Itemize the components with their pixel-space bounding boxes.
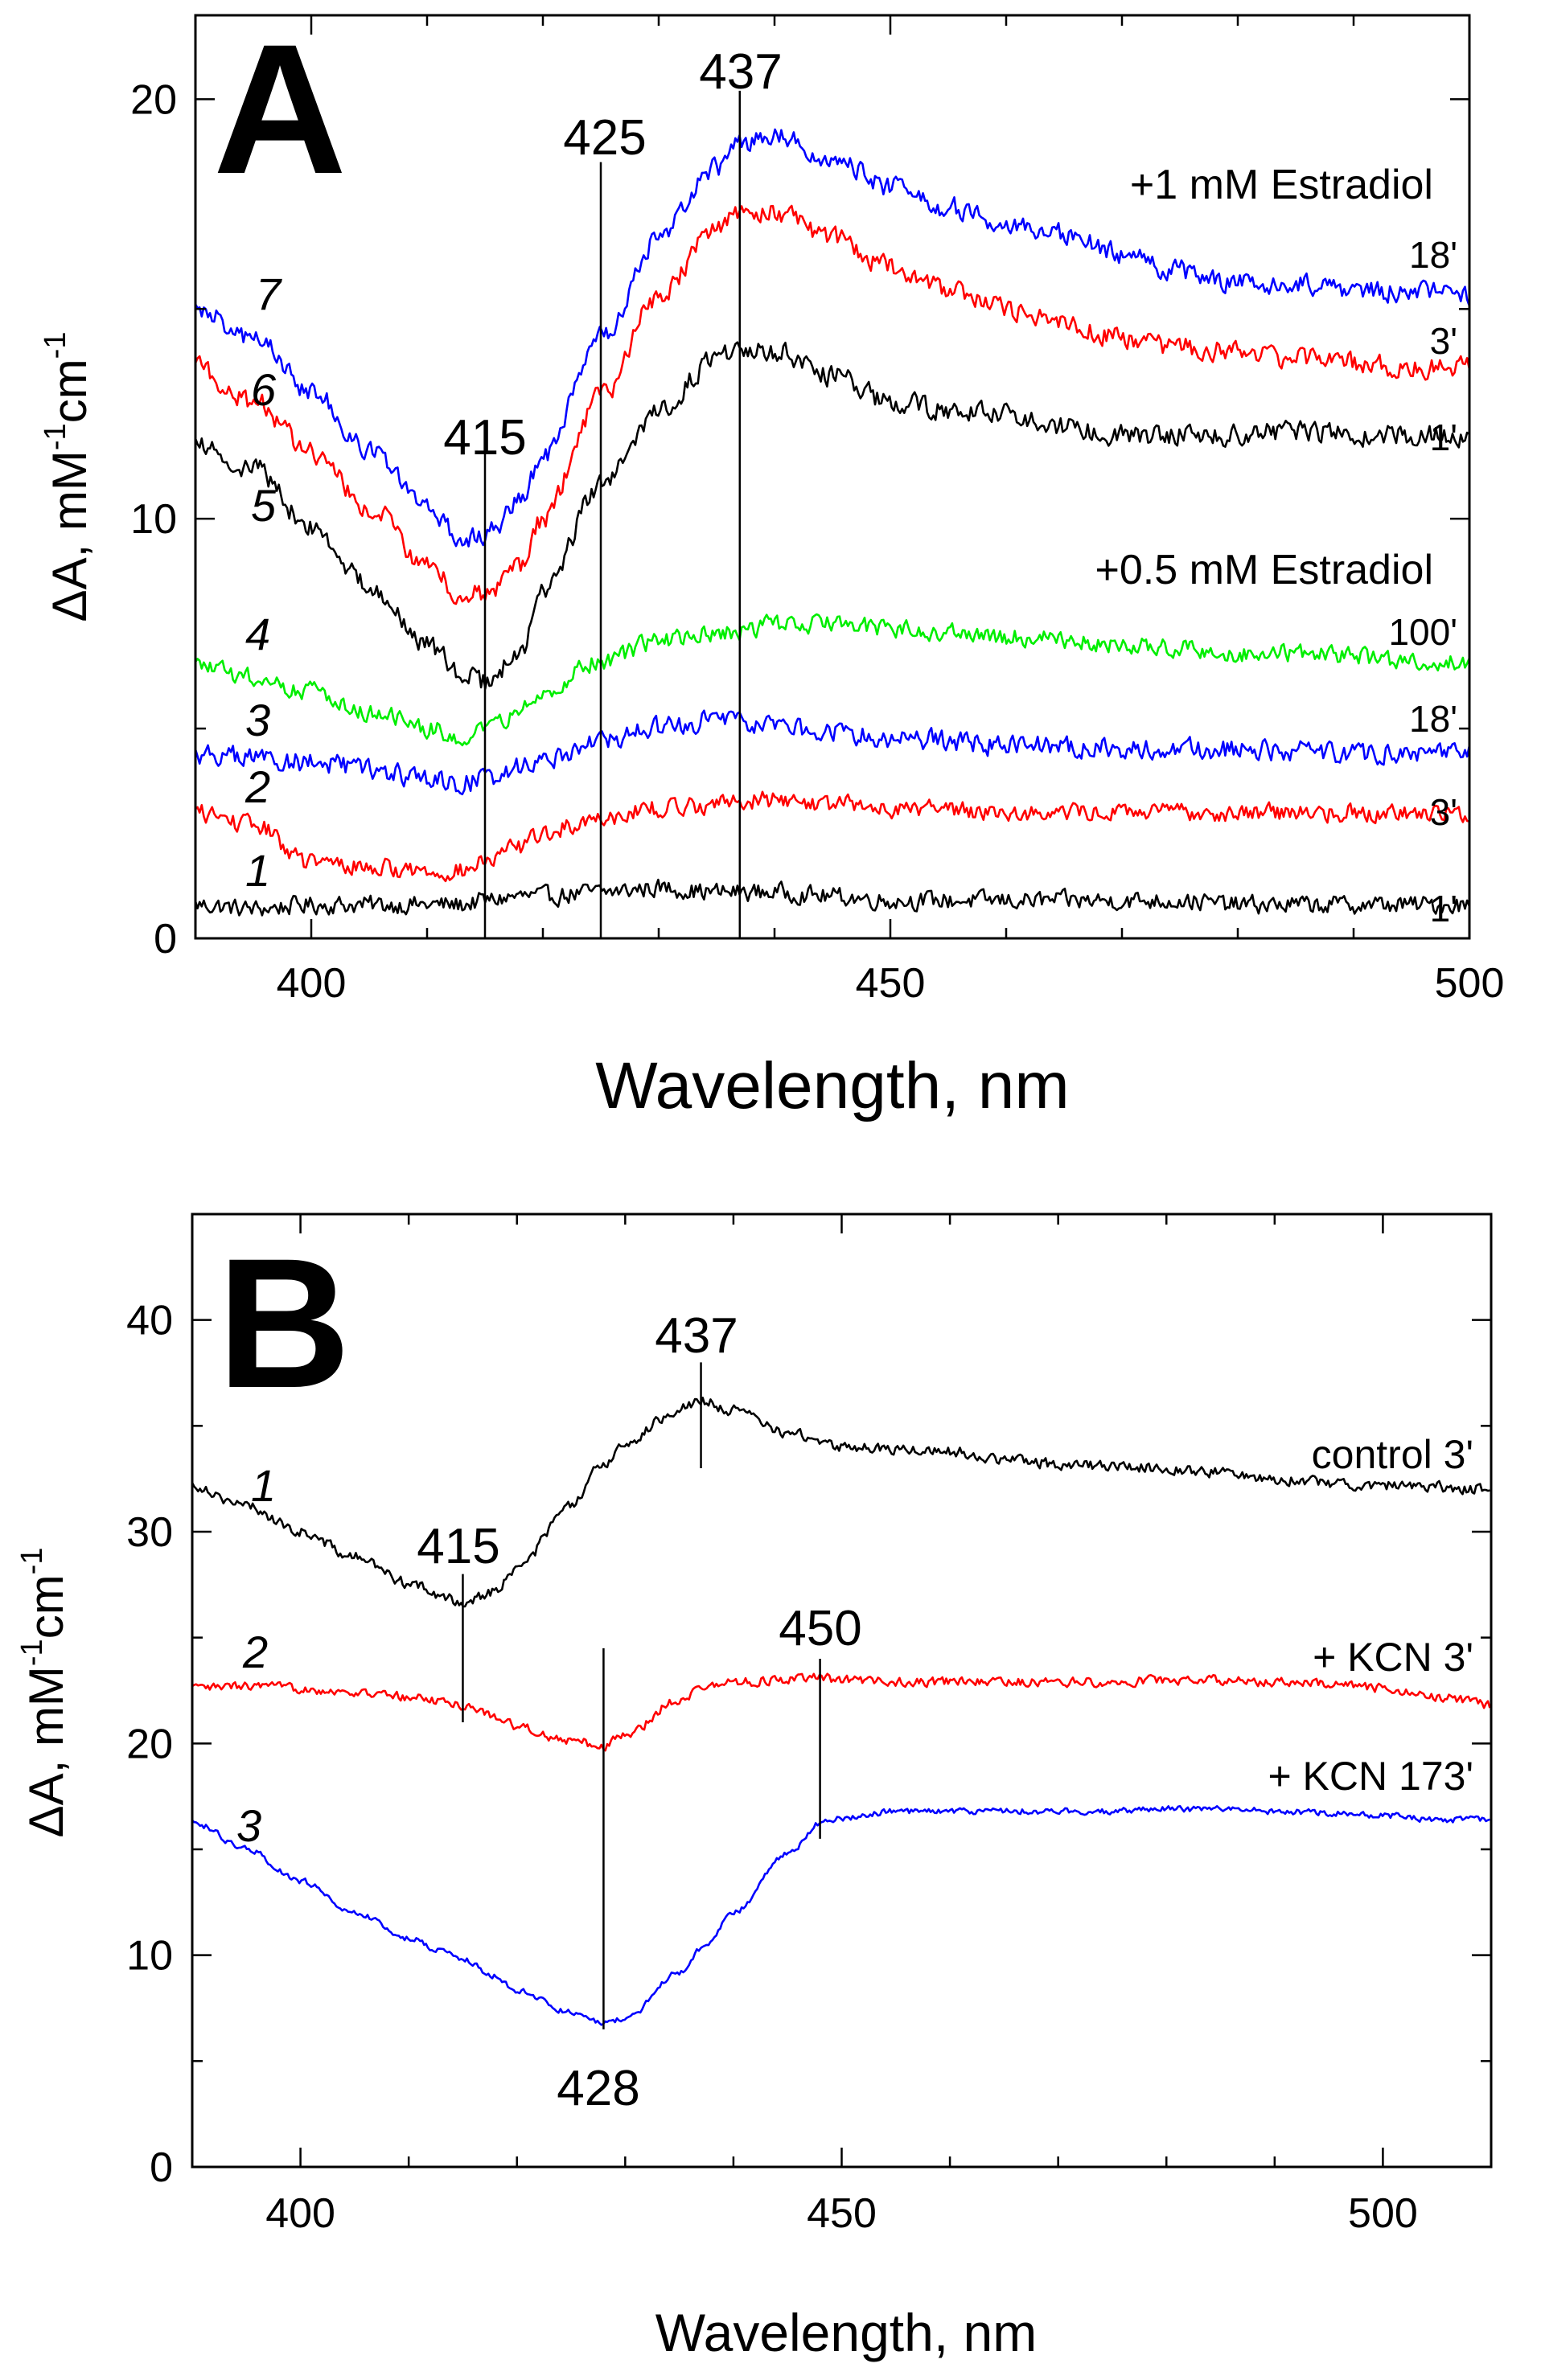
panel-a-vline-437: 437 [699, 44, 783, 938]
panel-b-y-axis-title-main: ΔA, mM [19, 1666, 73, 1837]
panel-a-series-7-line [194, 128, 1470, 548]
panel-b: 400 450 500 0 10 20 30 40 B 415 428 437 450 con… [15, 1213, 1493, 2362]
panel-a-series-4-line [194, 613, 1470, 747]
panel-b-series-1-line [191, 1397, 1490, 1608]
panel-a-ticks: 400 450 500 0 10 20 [130, 15, 1504, 1007]
panel-b-y-axis-title-mid: cm [19, 1574, 73, 1639]
x-tick-label: 400 [265, 2190, 335, 2237]
y-tick-label: 0 [154, 916, 177, 962]
panel-a-vline-425: 425 [563, 110, 647, 938]
y-tick-label: 10 [130, 496, 177, 543]
panel-b-series-3-line [191, 1805, 1490, 2026]
panel-a-time-label: 3' [1430, 320, 1457, 362]
panel-b-vline-label: 415 [417, 1519, 499, 1574]
panel-a-series-6-line [194, 204, 1470, 605]
panel-a-vline-label: 437 [699, 44, 782, 100]
panel-a-vline-415: 415 [443, 410, 527, 938]
y-tick-label: 40 [126, 1298, 173, 1344]
panel-b-curve-label: control 3' [1312, 1432, 1473, 1477]
panel-b-curve-number: 3 [236, 1800, 261, 1851]
y-tick-label: 10 [126, 1933, 173, 1980]
panel-a-curve-number: 3 [245, 695, 270, 745]
panel-a-vline-label: 425 [563, 110, 646, 166]
panel-a-series-5-line [194, 341, 1470, 690]
panel-b-curve-label: + KCN 173' [1268, 1754, 1473, 1799]
y-tick-label: 30 [126, 1509, 173, 1556]
x-tick-label: 450 [856, 960, 926, 1007]
panel-b-y-axis-title-sup: -1 [15, 1639, 49, 1666]
panel-a-y-axis-title-mid: cm [43, 359, 97, 423]
panel-b-y-axis-title-sup: -1 [15, 1548, 49, 1575]
panel-a-curve-number: 5 [251, 480, 277, 531]
panel-b-curve-number: 2 [242, 1627, 268, 1677]
panel-a-curve-number: 7 [256, 269, 282, 319]
panel-a-curve-number: 1 [245, 845, 270, 896]
panel-a-time-label: 3' [1430, 791, 1457, 833]
panel-b-vline-450: 450 [779, 1601, 862, 1839]
panel-a-frame [194, 14, 1471, 940]
panel-a-y-axis-title: ΔA, mM-1cm-1 [39, 332, 97, 622]
y-tick-label: 0 [150, 2144, 173, 2191]
panel-b-frame [191, 1213, 1493, 2169]
panel-a-annotation-1mm: +1 mM Estradiol [1130, 162, 1433, 208]
panel-b-curve-label: + KCN 3' [1313, 1635, 1473, 1680]
x-tick-label: 500 [1348, 2190, 1418, 2237]
panel-a-curve-number: 4 [245, 609, 270, 659]
panel-a-letter: A [213, 6, 347, 212]
panel-a-y-axis-title-sup: -1 [39, 332, 72, 359]
x-tick-label: 450 [807, 2190, 877, 2237]
panel-a-curve-number: 2 [245, 761, 270, 812]
panel-a-annotation-05mm: +0.5 mM Estradiol [1095, 547, 1434, 593]
y-tick-label: 20 [130, 76, 177, 123]
x-tick-label: 500 [1435, 960, 1505, 1007]
panel-b-x-axis-title: Wavelength, nm [655, 2303, 1037, 2362]
panel-a-y-axis-title-sup: -1 [39, 423, 72, 450]
panel-b-series-2-line [191, 1672, 1491, 1752]
panel-b-vline-label: 450 [779, 1601, 861, 1656]
panel-b-curve-number: 1 [251, 1460, 276, 1511]
panel-a-series-2-line [195, 790, 1469, 883]
panel-a-series-1-line [194, 878, 1470, 917]
panel-a-time-label: 1' [1430, 416, 1457, 458]
panel-b-ticks: 400 450 500 0 10 20 30 40 [126, 1213, 1493, 2237]
panel-a-time-label: 18' [1409, 234, 1457, 276]
y-tick-label: 20 [126, 1721, 173, 1767]
panel-a-y-axis-title-main: ΔA, mM [43, 450, 97, 622]
panel-b-vline-label: 437 [655, 1308, 738, 1364]
panel-a-time-label: 100' [1388, 611, 1457, 653]
panel-b-vline-428: 428 [557, 1648, 640, 2116]
panel-b-vline-label: 428 [557, 2061, 639, 2116]
panel-a-curve-number: 6 [251, 364, 277, 415]
panel-a-vline-label: 415 [443, 410, 526, 466]
panel-b-plot-area [191, 1397, 1491, 2026]
panel-b-vline-415: 415 [417, 1519, 500, 1722]
panel-a-time-label: 1' [1430, 888, 1457, 929]
panel-a-x-axis-title: Wavelength, nm [595, 1049, 1069, 1122]
panel-b-letter: B [217, 1220, 351, 1426]
panel-b-vline-437: 437 [655, 1308, 738, 1468]
x-tick-label: 400 [277, 960, 347, 1007]
panel-b-y-axis-title: ΔA, mM-1cm-1 [15, 1548, 73, 1838]
panel-a-series-3-line [194, 709, 1470, 796]
panel-a-time-label: 18' [1409, 698, 1457, 740]
panel-a-plot-area [194, 128, 1470, 917]
